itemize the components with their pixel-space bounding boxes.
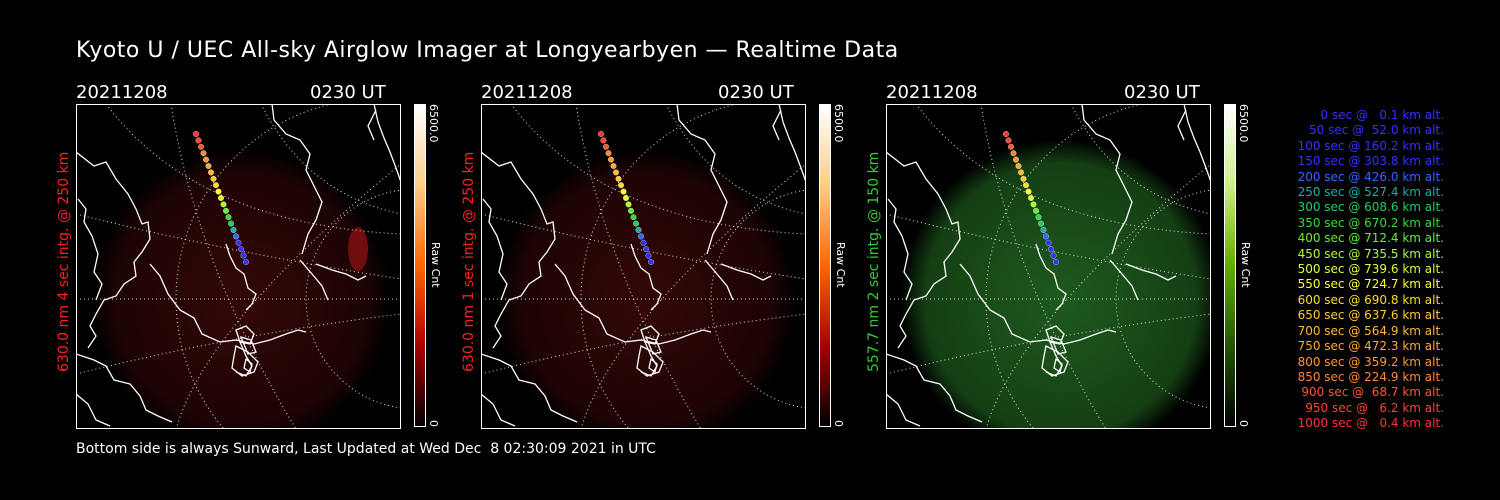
panel-date: 20211208 xyxy=(886,82,978,103)
colorbar-min: 0 xyxy=(427,420,440,427)
legend-entry: 300 sec @ 608.6 km alt. xyxy=(1293,200,1444,215)
page-title: Kyoto U / UEC All-sky Airglow Imager at … xyxy=(76,38,899,63)
legend-entry: 650 sec @ 637.6 km alt. xyxy=(1293,308,1444,323)
panel-time: 0230 UT xyxy=(310,82,386,103)
legend-entry: 400 sec @ 712.4 km alt. xyxy=(1293,231,1444,246)
panel-date: 20211208 xyxy=(481,82,573,103)
legend-entry: 950 sec @ 6.2 km alt. xyxy=(1301,400,1444,415)
legend-entry: 600 sec @ 690.8 km alt. xyxy=(1293,292,1444,307)
panel-time: 0230 UT xyxy=(1124,82,1200,103)
colorbar-max: 6500.0 xyxy=(1237,104,1250,143)
legend-entry: 450 sec @ 735.5 km alt. xyxy=(1293,246,1444,261)
colorbar-unit: Raw Cnt xyxy=(1239,242,1252,288)
colorbar-unit: Raw Cnt xyxy=(429,242,442,288)
allsky-image xyxy=(76,104,401,429)
allsky-image xyxy=(481,104,806,429)
colorbar-max: 6500.0 xyxy=(832,104,845,143)
colorbar xyxy=(819,104,831,427)
colorbar-min: 0 xyxy=(1237,420,1250,427)
legend-entry: 1000 sec @ 0.4 km alt. xyxy=(1297,416,1444,431)
panel-time: 0230 UT xyxy=(718,82,794,103)
colorbar xyxy=(1224,104,1236,427)
legend-entry: 900 sec @ 68.7 km alt. xyxy=(1297,385,1444,400)
colorbar-unit: Raw Cnt xyxy=(834,242,847,288)
legend-entry: 150 sec @ 303.8 km alt. xyxy=(1293,154,1444,169)
legend-entry: 800 sec @ 359.2 km alt. xyxy=(1293,354,1444,369)
panel-ylabel: 630.0 nm 1 sec intg. @ 250 km xyxy=(461,151,477,372)
colorbar-min: 0 xyxy=(832,420,845,427)
panel-date: 20211208 xyxy=(76,82,168,103)
allsky-image xyxy=(886,104,1211,429)
legend-entry: 350 sec @ 670.2 km alt. xyxy=(1293,215,1444,230)
legend-entry: 200 sec @ 426.0 km alt. xyxy=(1293,169,1444,184)
legend-entry: 250 sec @ 527.4 km alt. xyxy=(1293,185,1444,200)
trajectory-legend: 0 sec @ 0.1 km alt. 50 sec @ 52.0 km alt… xyxy=(1268,108,1444,432)
legend-entry: 750 sec @ 472.3 km alt. xyxy=(1293,339,1444,354)
panel-ylabel: 557.7 nm 2 sec intg. @ 150 km xyxy=(866,151,882,372)
legend-entry: 700 sec @ 564.9 km alt. xyxy=(1293,323,1444,338)
legend-entry: 0 sec @ 0.1 km alt. xyxy=(1309,108,1444,122)
panel-ylabel: 630.0 nm 4 sec intg. @ 250 km xyxy=(56,151,72,372)
colorbar xyxy=(414,104,426,427)
legend-entry: 100 sec @ 160.2 km alt. xyxy=(1293,138,1444,153)
legend-entry: 500 sec @ 739.6 km alt. xyxy=(1293,262,1444,277)
colorbar-max: 6500.0 xyxy=(427,104,440,143)
legend-entry: 850 sec @ 224.9 km alt. xyxy=(1293,369,1444,384)
legend-entry: 550 sec @ 724.7 km alt. xyxy=(1293,277,1444,292)
legend-entry: 50 sec @ 52.0 km alt. xyxy=(1301,123,1444,138)
footer-status: Bottom side is always Sunward, Last Upda… xyxy=(76,441,656,457)
